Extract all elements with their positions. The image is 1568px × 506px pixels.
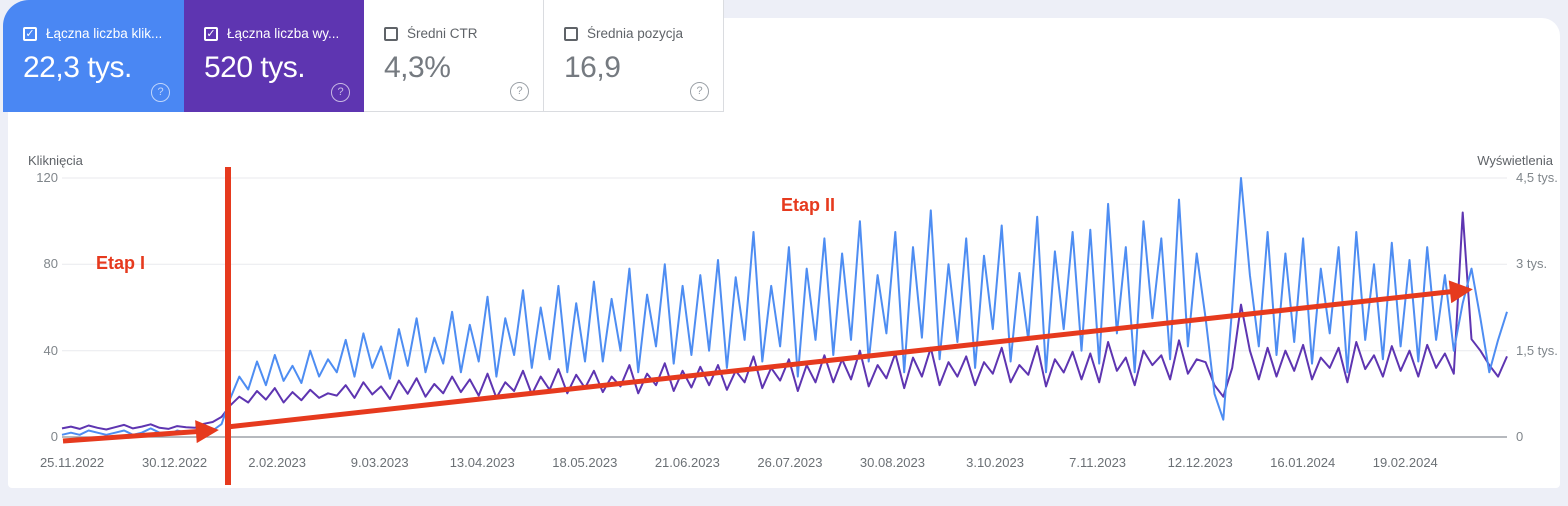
stage1-label: Etap I xyxy=(96,253,146,273)
y-tick-left: 120 xyxy=(36,170,58,185)
help-icon[interactable]: ? xyxy=(690,82,709,101)
checkbox-average-ctr[interactable] xyxy=(384,26,398,41)
card-total-impressions[interactable]: ✓ Łączna liczba wy... 520 tys. ? xyxy=(184,0,364,112)
y-tick-right: 1,5 tys. xyxy=(1516,342,1558,358)
x-tick-date: 18.05.2023 xyxy=(552,455,618,470)
card-value: 520 tys. xyxy=(204,51,306,84)
x-tick-date: 7.11.2023 xyxy=(1069,455,1127,470)
x-tick-date: 19.02.2024 xyxy=(1372,455,1438,470)
x-tick-date: 26.07.2023 xyxy=(757,455,823,470)
x-tick-date: 25.11.2022 xyxy=(39,455,105,470)
x-tick-date: 30.08.2023 xyxy=(859,455,926,470)
card-value: 16,9 xyxy=(564,51,621,84)
help-icon[interactable]: ? xyxy=(151,83,170,102)
stage2-label: Etap II xyxy=(781,195,836,215)
left-axis-title: Kliknięcia xyxy=(28,153,83,168)
x-tick-date: 13.04.2023 xyxy=(449,455,515,470)
card-label: Łączna liczba klik... xyxy=(46,26,163,41)
x-tick-date: 2.02.2023 xyxy=(248,455,307,470)
x-tick-date: 16.01.2024 xyxy=(1270,455,1336,470)
card-average-position[interactable]: Średnia pozycja 16,9 ? xyxy=(544,0,724,112)
card-label: Łączna liczba wy... xyxy=(227,26,340,41)
x-tick-date: 30.12.2022 xyxy=(142,455,208,470)
card-average-ctr[interactable]: Średni CTR 4,3% ? xyxy=(364,0,544,112)
metric-cards: ✓ Łączna liczba klik... 22,3 tys. ? ✓ Łą… xyxy=(3,0,724,112)
y-tick-right: 4,5 tys. xyxy=(1516,170,1558,185)
card-label: Średnia pozycja xyxy=(587,26,684,41)
card-total-clicks[interactable]: ✓ Łączna liczba klik... 22,3 tys. ? xyxy=(3,0,184,112)
x-tick-date: 3.10.2023 xyxy=(966,455,1024,470)
x-tick-date: 9.03.2023 xyxy=(350,455,409,470)
y-tick-right: 3 tys. xyxy=(1516,256,1548,272)
y-tick-left: 80 xyxy=(43,256,58,272)
y-tick-left: 0 xyxy=(50,429,58,444)
y-tick-right: 0 xyxy=(1516,429,1524,444)
card-label: Średni CTR xyxy=(407,26,478,41)
help-icon[interactable]: ? xyxy=(331,83,350,102)
x-tick-date: 12.12.2023 xyxy=(1167,455,1233,470)
checkbox-total-clicks[interactable]: ✓ xyxy=(23,26,37,41)
checkbox-average-position[interactable] xyxy=(564,26,578,41)
checkbox-total-impressions[interactable]: ✓ xyxy=(204,26,218,41)
x-tick-date: 21.06.2023 xyxy=(654,455,720,470)
y-tick-left: 40 xyxy=(43,342,58,358)
right-axis-title: Wyświetlenia xyxy=(1477,153,1553,168)
card-value: 4,3% xyxy=(384,51,451,84)
help-icon[interactable]: ? xyxy=(510,82,529,101)
card-value: 22,3 tys. xyxy=(23,51,132,84)
